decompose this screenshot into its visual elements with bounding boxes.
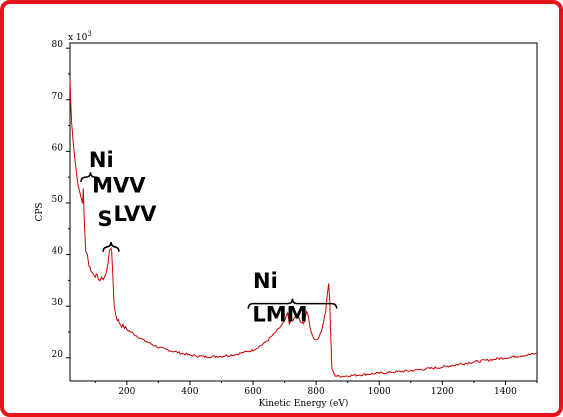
y-tick-label: 80 [52,40,64,50]
peak-annotation: Ni [89,148,114,172]
y-tick-label: 40 [52,247,64,257]
y-tick-label: 30 [52,298,64,308]
peak-annotation: LVV [114,202,158,226]
y-tick-label: 70 [52,92,64,102]
x-tick-label: 400 [181,387,198,397]
peak-annotation: LMM [252,303,307,327]
x-tick-label: 800 [308,387,325,397]
spectrum-line [69,79,538,378]
peak-annotation: S [97,207,112,231]
y-tick-label: 20 [52,350,64,360]
y-multiplier-label: x 103 [68,30,92,43]
y-axis-label: CPS [35,202,45,221]
y-multiplier-base: x 10 [68,33,88,43]
x-tick-label: 600 [244,387,261,397]
y-tick-label: 60 [52,143,64,153]
plot-area [69,42,538,382]
peak-annotation: MVV [92,174,146,198]
x-tick-label: 1400 [494,387,517,397]
y-multiplier-exponent: 3 [87,30,91,38]
annotation-brace [80,172,101,183]
x-axis-label: Kinetic Energy (eV) [259,398,349,409]
x-tick-label: 200 [118,387,135,397]
x-tick-label: 1000 [368,387,391,397]
y-tick-label: 50 [52,195,64,205]
x-tick-label: 1200 [431,387,454,397]
peak-annotation: Ni [253,269,278,293]
